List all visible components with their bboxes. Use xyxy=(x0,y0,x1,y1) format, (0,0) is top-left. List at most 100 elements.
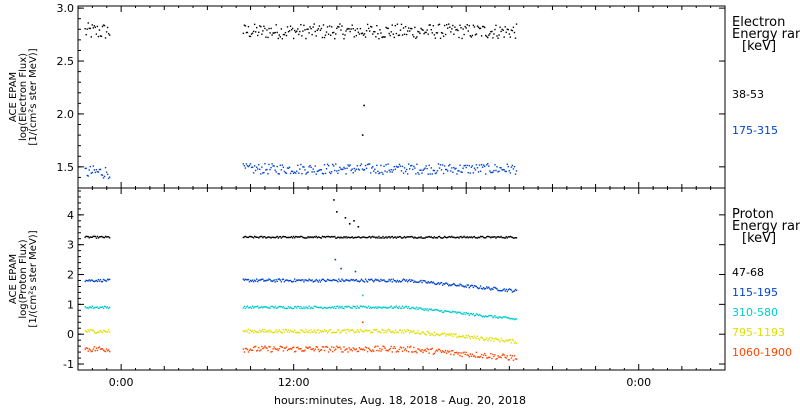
data-point-115-195 xyxy=(411,279,413,281)
data-point-1060-1900 xyxy=(515,358,518,360)
data-point-1060-1900 xyxy=(500,356,502,359)
data-point-175-315 xyxy=(452,171,454,173)
data-point-310-580 xyxy=(263,306,265,308)
data-point-38-53 xyxy=(242,32,245,35)
data-point-310-580 xyxy=(331,306,334,308)
data-point-175-315 xyxy=(314,165,316,167)
data-point-47-68 xyxy=(432,237,435,239)
data-point-47-68 xyxy=(481,235,484,238)
data-point-1060-1900 xyxy=(496,357,498,360)
data-point-38-53 xyxy=(428,24,430,26)
data-point-47-68 xyxy=(292,235,295,238)
data-point-115-195 xyxy=(392,278,394,280)
data-point-47-68 xyxy=(406,236,409,238)
data-point-38-53 xyxy=(244,25,247,27)
data-point-795-1193 xyxy=(373,329,375,331)
data-point-795-1193 xyxy=(92,329,95,332)
data-point-175-315 xyxy=(301,172,303,175)
data-point-795-1193 xyxy=(260,331,262,333)
data-point-38-53 xyxy=(321,36,324,39)
data-point-310-580 xyxy=(388,307,390,309)
data-point-1060-1900 xyxy=(340,348,342,350)
data-point-115-195 xyxy=(87,280,89,282)
data-point-115-195 xyxy=(287,280,290,282)
data-point-310-580 xyxy=(253,306,256,308)
data-point-310-580 xyxy=(438,310,441,312)
data-point-175-315 xyxy=(396,166,399,168)
data-point-47-68 xyxy=(429,236,431,238)
data-point-38-53 xyxy=(493,33,495,35)
data-point-47-68 xyxy=(389,237,391,239)
x-tick-label: 0:00 xyxy=(109,376,134,389)
spike-point-115-195 xyxy=(334,258,337,261)
data-point-795-1193 xyxy=(310,329,312,331)
data-point-115-195 xyxy=(108,278,111,281)
data-point-795-1193 xyxy=(305,329,307,331)
data-point-115-195 xyxy=(425,281,427,284)
data-point-175-315 xyxy=(284,171,287,174)
data-point-175-315 xyxy=(252,172,255,174)
data-point-115-195 xyxy=(92,280,95,282)
data-point-310-580 xyxy=(450,311,452,313)
data-point-175-315 xyxy=(282,166,285,169)
data-point-115-195 xyxy=(442,282,445,285)
data-point-38-53 xyxy=(103,24,106,27)
data-point-38-53 xyxy=(337,25,339,28)
data-point-47-68 xyxy=(460,235,462,238)
data-point-47-68 xyxy=(378,235,380,238)
data-point-38-53 xyxy=(310,27,312,30)
data-point-47-68 xyxy=(360,236,363,239)
data-point-47-68 xyxy=(341,237,343,239)
data-point-795-1193 xyxy=(480,336,483,338)
data-point-47-68 xyxy=(265,237,267,239)
data-point-38-53 xyxy=(440,31,443,34)
data-point-47-68 xyxy=(107,236,110,238)
data-point-795-1193 xyxy=(473,335,476,337)
data-point-47-68 xyxy=(269,236,271,239)
data-point-175-315 xyxy=(410,165,412,167)
data-point-115-195 xyxy=(469,285,472,288)
data-point-115-195 xyxy=(373,280,375,283)
data-point-310-580 xyxy=(375,306,377,308)
data-point-795-1193 xyxy=(360,330,363,332)
data-point-47-68 xyxy=(336,237,338,239)
data-point-310-580 xyxy=(491,315,493,317)
data-point-115-195 xyxy=(84,280,86,283)
data-point-310-580 xyxy=(259,306,261,309)
data-point-795-1193 xyxy=(423,332,425,335)
data-point-175-315 xyxy=(260,173,262,175)
data-point-175-315 xyxy=(378,172,380,175)
data-point-1060-1900 xyxy=(352,347,354,349)
data-point-175-315 xyxy=(267,172,269,175)
data-point-38-53 xyxy=(307,28,309,30)
data-point-47-68 xyxy=(472,236,475,238)
data-point-175-315 xyxy=(469,172,472,174)
data-point-175-315 xyxy=(481,166,484,168)
data-point-115-195 xyxy=(381,279,383,282)
data-point-310-580 xyxy=(458,311,460,314)
data-point-795-1193 xyxy=(398,329,401,331)
data-point-175-315 xyxy=(445,168,448,171)
data-point-47-68 xyxy=(486,236,488,238)
data-point-310-580 xyxy=(420,307,422,309)
data-point-115-195 xyxy=(290,280,293,283)
data-point-47-68 xyxy=(412,236,414,238)
data-point-795-1193 xyxy=(409,332,411,334)
data-point-795-1193 xyxy=(508,338,511,341)
data-point-1060-1900 xyxy=(486,357,488,359)
data-point-115-195 xyxy=(327,279,330,281)
data-point-115-195 xyxy=(308,278,310,280)
data-point-47-68 xyxy=(392,237,394,239)
data-point-47-68 xyxy=(478,236,481,239)
data-point-795-1193 xyxy=(411,331,413,333)
data-point-115-195 xyxy=(351,279,353,281)
electron-ytick-label: 2.5 xyxy=(57,55,75,68)
data-point-47-68 xyxy=(513,237,516,239)
data-point-310-580 xyxy=(477,314,480,317)
data-point-795-1193 xyxy=(105,331,108,333)
data-point-1060-1900 xyxy=(479,355,482,358)
data-point-47-68 xyxy=(308,236,310,239)
data-point-175-315 xyxy=(413,165,415,168)
data-point-1060-1900 xyxy=(272,348,274,350)
data-point-38-53 xyxy=(506,28,508,31)
